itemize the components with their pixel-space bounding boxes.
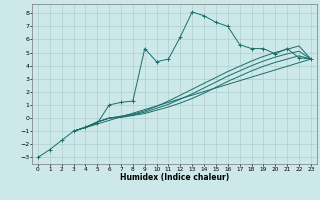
X-axis label: Humidex (Indice chaleur): Humidex (Indice chaleur) (120, 173, 229, 182)
